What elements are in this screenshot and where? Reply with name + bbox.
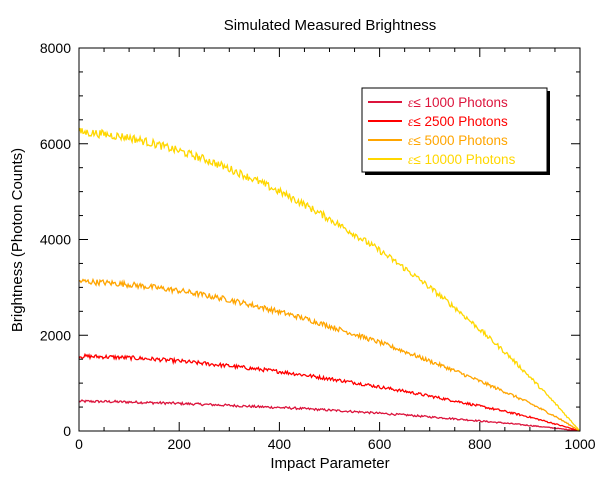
y-axis-title: Brightness (Photon Counts) [9,148,26,332]
y-tick-label: 8000 [40,40,71,56]
legend-label: ε≤ 1000 Photons [408,95,508,110]
x-tick-label: 200 [168,436,192,452]
legend-epsilon: ε [408,114,414,129]
y-tick-label: 6000 [40,136,71,152]
x-tick-label: 600 [368,436,392,452]
x-tick-label: 1000 [564,436,595,452]
legend-epsilon: ε [408,152,414,167]
series-line [78,127,581,432]
legend-text: ≤ 5000 Photons [413,133,508,148]
series-line [78,399,580,432]
legend-label: ε≤ 5000 Photons [408,133,508,148]
legend-epsilon: ε [408,95,414,110]
series-line [78,352,581,432]
legend-text: ≤ 10000 Photons [413,152,515,167]
chart-title: Simulated Measured Brightness [224,17,437,34]
legend-label: ε≤ 2500 Photons [408,114,508,129]
x-tick-label: 400 [268,436,292,452]
y-tick-label: 4000 [40,232,71,248]
plot-area [78,127,581,432]
y-tick-label: 0 [63,423,71,439]
series-line [79,277,581,432]
y-tick-label: 2000 [40,327,71,343]
legend-text: ≤ 1000 Photons [413,95,508,110]
legend-epsilon: ε [408,133,414,148]
x-tick-label: 0 [75,436,83,452]
legend-label: ε≤ 10000 Photons [408,152,516,167]
x-tick-label: 800 [468,436,492,452]
x-axis-title: Impact Parameter [270,455,389,472]
axis-ticks: 0 200 400 600 800 1000 0 2000 4000 6000 8000 [40,40,596,452]
legend-text: ≤ 2500 Photons [413,114,508,129]
